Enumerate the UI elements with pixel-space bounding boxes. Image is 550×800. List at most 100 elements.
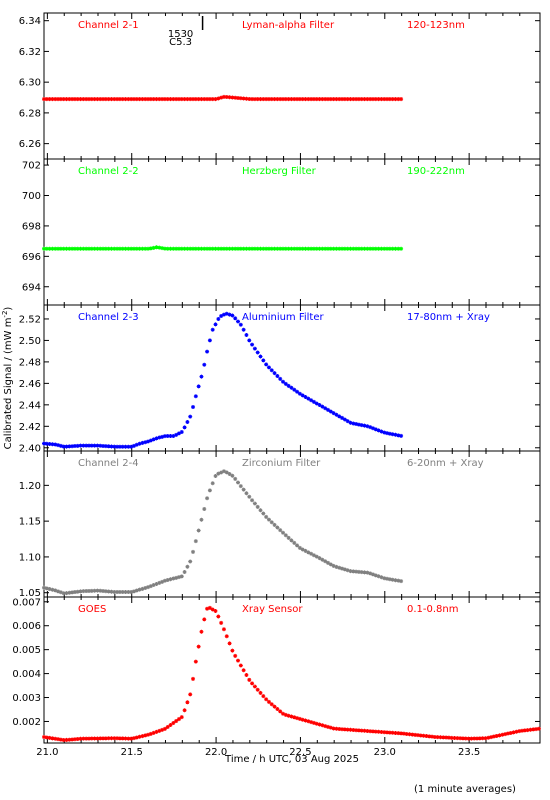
data-point: [61, 591, 66, 596]
data-point: [174, 246, 179, 251]
data-point: [528, 727, 533, 732]
data-point: [86, 97, 91, 102]
data-point: [112, 444, 117, 449]
panel-band-label: 17-80nm + Xray: [407, 312, 490, 323]
panel-4: 1.05 1.10 1.15 1.20 Channel 2-4 Zirconium Fil…: [19, 450, 541, 599]
data-point: [115, 246, 120, 251]
data-point: [42, 735, 46, 740]
data-point: [221, 627, 226, 632]
data-point: [58, 246, 63, 251]
data-point: [393, 97, 398, 102]
data-point: [320, 246, 325, 251]
data-point: [216, 96, 221, 101]
data-point: [171, 576, 176, 581]
data-point: [216, 471, 221, 476]
data-point: [95, 736, 100, 741]
data-point: [373, 573, 378, 578]
x-axis-label: Time / h UTC, 03 Aug 2025: [224, 754, 359, 765]
panel-2: 694 696 698 700 702 Channel 2-2 Herzberg Filte…: [22, 158, 541, 306]
panel-frame: [43, 596, 541, 744]
data-point: [325, 724, 330, 729]
data-point: [230, 648, 235, 653]
data-point: [368, 571, 373, 576]
data-point: [154, 436, 159, 441]
data-point: [320, 723, 325, 728]
data-point: [224, 634, 229, 639]
data-point: [306, 719, 311, 724]
data-point: [117, 736, 122, 741]
data-point: [283, 381, 288, 386]
data-point: [182, 246, 187, 251]
data-point: [368, 425, 373, 430]
data-point: [72, 246, 77, 251]
data-point: [157, 435, 162, 440]
data-point: [193, 659, 198, 664]
data-point: [365, 97, 370, 102]
data-point: [424, 734, 429, 739]
data-point: [261, 511, 266, 516]
data-point: [123, 246, 128, 251]
data-point: [264, 362, 269, 367]
data-point: [382, 430, 387, 435]
data-point: [193, 97, 198, 102]
data-point: [269, 97, 274, 102]
y-tick-label: 702: [22, 161, 41, 172]
data-point: [458, 736, 463, 741]
data-point: [418, 733, 423, 738]
data-point: [207, 605, 212, 610]
data-point: [385, 576, 390, 581]
data-point: [188, 692, 193, 697]
data-point: [295, 716, 300, 721]
data-point: [309, 720, 314, 725]
data-point: [185, 700, 190, 705]
data-point: [202, 362, 207, 367]
data-point: [81, 246, 86, 251]
data-point: [129, 589, 134, 594]
y-tick-label: 6.30: [19, 78, 41, 89]
data-point: [188, 414, 193, 419]
data-point: [387, 246, 392, 251]
data-point: [151, 583, 156, 588]
data-point: [67, 97, 72, 102]
data-point: [67, 246, 72, 251]
data-point: [219, 246, 224, 251]
data-point: [289, 538, 294, 543]
data-point: [101, 97, 106, 102]
data-point: [314, 721, 319, 726]
data-point: [250, 97, 255, 102]
data-point: [109, 97, 114, 102]
data-point: [415, 733, 420, 738]
data-point: [342, 97, 347, 102]
data-point: [258, 508, 263, 513]
data-point: [334, 564, 339, 569]
data-point: [67, 444, 72, 449]
x-tick-label: 21.5: [121, 747, 143, 758]
data-point: [129, 736, 134, 741]
data-point: [393, 432, 398, 437]
data-point: [427, 734, 432, 739]
data-point: [300, 547, 305, 552]
data-point: [188, 246, 193, 251]
data-point: [165, 433, 170, 438]
y-tick-label: 1.10: [19, 552, 41, 563]
data-point: [168, 433, 173, 438]
data-point: [238, 322, 243, 327]
data-point: [258, 246, 263, 251]
data-point: [202, 97, 207, 102]
data-point: [115, 444, 120, 449]
data-point: [244, 491, 249, 496]
data-point: [252, 684, 257, 689]
data-point: [399, 97, 404, 102]
data-point: [342, 567, 347, 572]
data-point: [491, 734, 496, 739]
data-point: [84, 246, 89, 251]
data-point: [112, 736, 117, 741]
data-point: [199, 374, 204, 379]
data-point: [92, 246, 97, 251]
data-point: [185, 564, 190, 569]
data-point: [126, 246, 131, 251]
data-point: [258, 354, 263, 359]
data-point: [306, 550, 311, 555]
data-point: [362, 423, 367, 428]
y-tick-label: 2.46: [19, 379, 41, 390]
